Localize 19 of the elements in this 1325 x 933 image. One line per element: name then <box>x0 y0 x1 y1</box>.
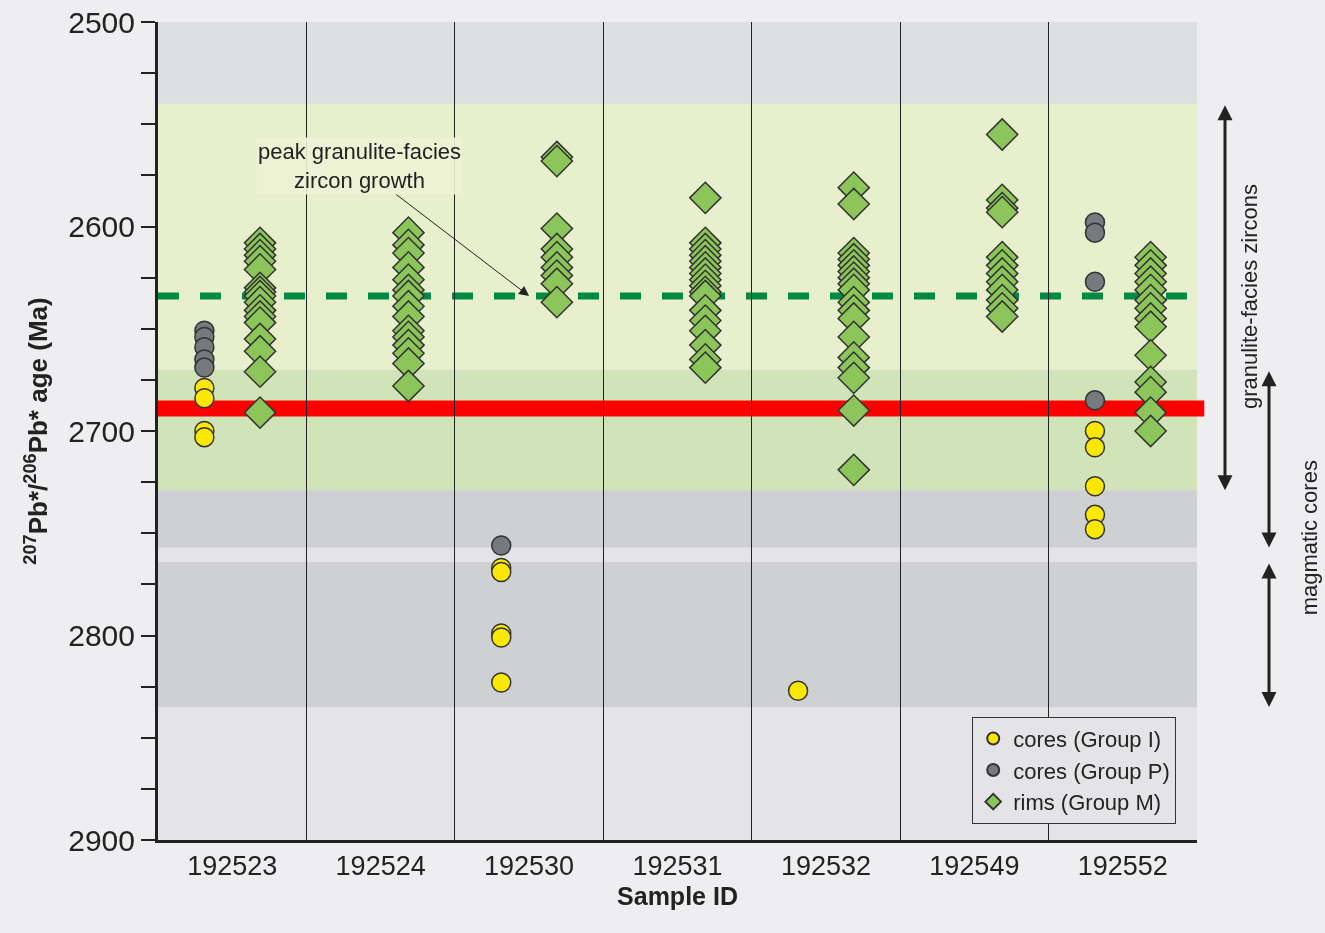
text: magmatic cores <box>1296 460 1322 616</box>
legend-label: cores (Group P) <box>1013 758 1170 784</box>
x-tick-label: 192532 <box>780 851 871 882</box>
text: granulite-facies zircons <box>1236 184 1262 410</box>
y-tick-label: 2800 <box>68 619 135 652</box>
annotation: peak granulite-facies zircon growth <box>258 139 462 193</box>
y-tick-label: 2900 <box>68 823 135 857</box>
x-tick-label: 192549 <box>929 851 1020 882</box>
x-axis-title: Sample ID <box>617 882 738 911</box>
y-tick-label: 2500 <box>68 5 135 39</box>
y-tick-label: 2600 <box>68 210 135 243</box>
legend-label: cores (Group I) <box>1013 727 1162 753</box>
x-tick-label: 192552 <box>1077 851 1168 882</box>
x-tick-label: 192523 <box>187 851 278 882</box>
legend-label: rims (Group M) <box>1013 790 1162 816</box>
x-tick-label: 192530 <box>484 851 575 882</box>
y-tick-label: 2700 <box>68 414 135 448</box>
x-tick-label: 192531 <box>632 851 723 882</box>
x-tick-label: 192524 <box>335 851 426 882</box>
